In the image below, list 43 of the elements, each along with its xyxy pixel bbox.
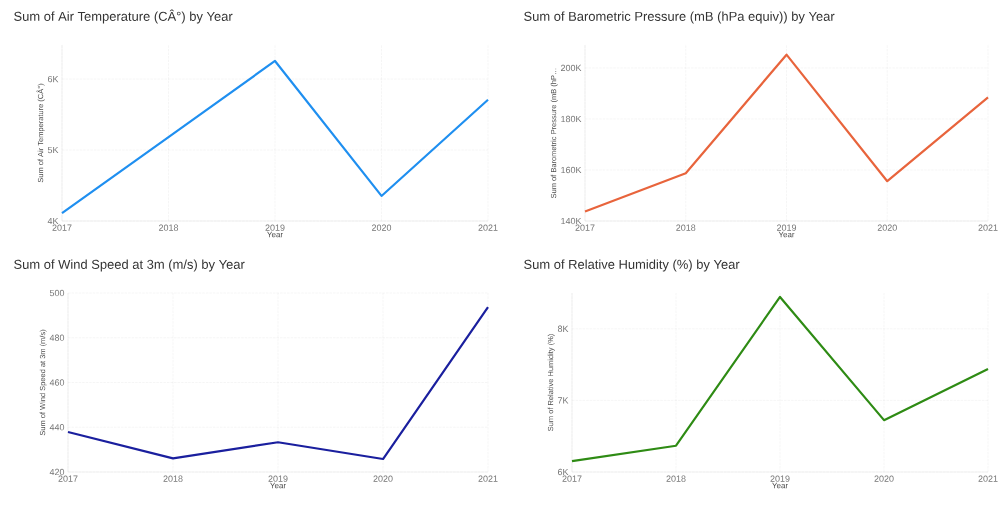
x-tick-label: 2018 [666,475,686,482]
x-tick-label: 2020 [371,224,392,231]
y-tick-label: 5K [47,146,59,154]
y-tick-label: 6K [47,75,59,83]
y-tick-label: 6K [557,468,569,476]
x-tick-label: 2019 [776,224,797,231]
line-series [60,59,490,215]
y-tick-label: 200K [561,64,582,72]
line-series [66,306,490,461]
x-tick-label: 2019 [268,475,288,482]
y-tick-label: 500 [49,289,65,297]
x-tick-label: 2018 [163,475,183,482]
chart-title: Sum of Barometric Pressure (mB (hPa equiv)) by Year [524,11,835,24]
x-tick-label: 2019 [265,224,285,231]
chart-title: Sum of Relative Humidity (%) by Year [524,259,740,272]
y-tick-label: 180K [561,115,582,123]
x-tick-label: 2017 [562,475,582,482]
x-tick-label: 2017 [52,224,72,231]
y-tick-label: 480 [49,334,65,341]
line-series [583,53,990,213]
x-tick-label: 2021 [478,475,498,482]
y-tick-label: 460 [49,379,65,386]
y-tick-label: 4K [47,217,59,225]
y-tick-label: 420 [49,468,65,476]
y-tick-label: 8K [557,325,569,332]
line-series [570,295,990,463]
x-tick-label: 2020 [373,475,393,482]
x-tick-label: 2021 [478,224,498,231]
y-tick-label: 140K [561,217,582,225]
x-tick-label: 2019 [770,475,790,482]
x-tick-label: 2017 [575,224,595,231]
x-tick-label: 2018 [158,224,179,231]
x-tick-label: 2021 [978,475,998,482]
y-tick-label: 160K [561,166,582,174]
x-tick-label: 2020 [877,224,897,231]
y-tick-label: 440 [49,424,65,431]
x-tick-label: 2017 [58,475,78,482]
chart-title: Sum of Wind Speed at 3m (m/s) by Year [14,259,245,272]
x-tick-label: 2018 [676,224,696,231]
chart-title: Sum of Air Temperature (CÂ°) by Year [14,9,233,24]
y-tick-label: 7K [557,397,569,404]
x-tick-label: 2021 [978,224,998,231]
x-tick-label: 2020 [874,475,894,482]
